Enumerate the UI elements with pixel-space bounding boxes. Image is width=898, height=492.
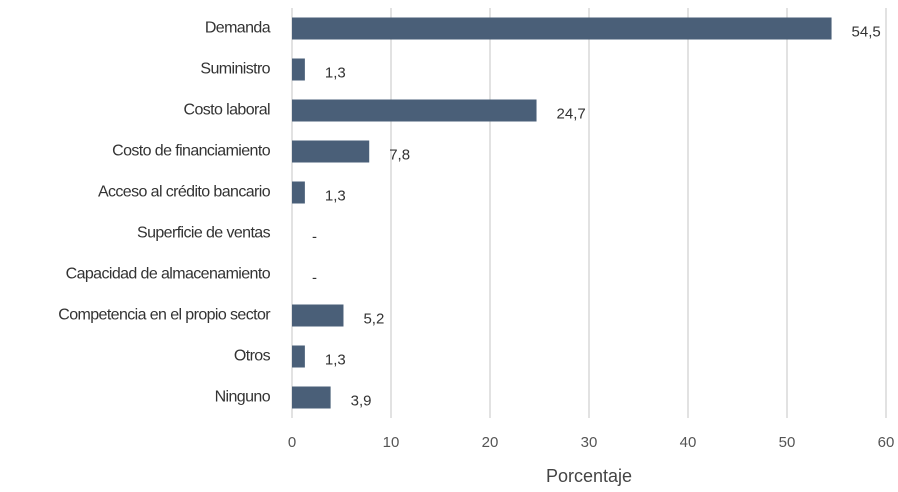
data-label: - xyxy=(312,228,317,245)
bar xyxy=(292,17,832,40)
bar xyxy=(292,345,305,368)
data-label: 5,2 xyxy=(363,310,384,327)
x-tick-label: 20 xyxy=(482,434,499,451)
data-label: 3,9 xyxy=(351,392,372,409)
data-label: 24,7 xyxy=(557,105,586,122)
x-tick-label: 50 xyxy=(779,434,796,451)
x-axis-title: Porcentaje xyxy=(546,466,632,486)
category-label: Capacidad de almacenamiento xyxy=(66,266,271,283)
bar xyxy=(292,304,344,327)
bar xyxy=(292,140,370,163)
category-label: Otros xyxy=(234,348,271,365)
data-label: 1,3 xyxy=(325,187,346,204)
category-label: Costo de financiamiento xyxy=(112,143,271,160)
x-tick-label: 40 xyxy=(680,434,697,451)
data-label: 54,5 xyxy=(852,23,881,40)
data-label: 1,3 xyxy=(325,64,346,81)
x-tick-label: 60 xyxy=(878,434,895,451)
x-tick-label: 10 xyxy=(383,434,400,451)
category-label: Ninguno xyxy=(215,389,271,406)
category-label: Suministro xyxy=(200,61,270,78)
bar xyxy=(292,386,331,409)
bar xyxy=(292,99,537,122)
data-label: 7,8 xyxy=(389,146,410,163)
bar xyxy=(292,181,305,204)
bar xyxy=(292,58,305,81)
category-label: Demanda xyxy=(205,20,271,37)
category-label: Superficie de ventas xyxy=(137,225,271,242)
category-label: Acceso al crédito bancario xyxy=(98,184,271,201)
category-label: Costo laboral xyxy=(184,102,271,119)
x-tick-label: 0 xyxy=(288,434,296,451)
data-label: - xyxy=(312,269,317,286)
category-label: Competencia en el propio sector xyxy=(58,307,271,324)
data-label: 1,3 xyxy=(325,351,346,368)
x-tick-label: 30 xyxy=(581,434,598,451)
